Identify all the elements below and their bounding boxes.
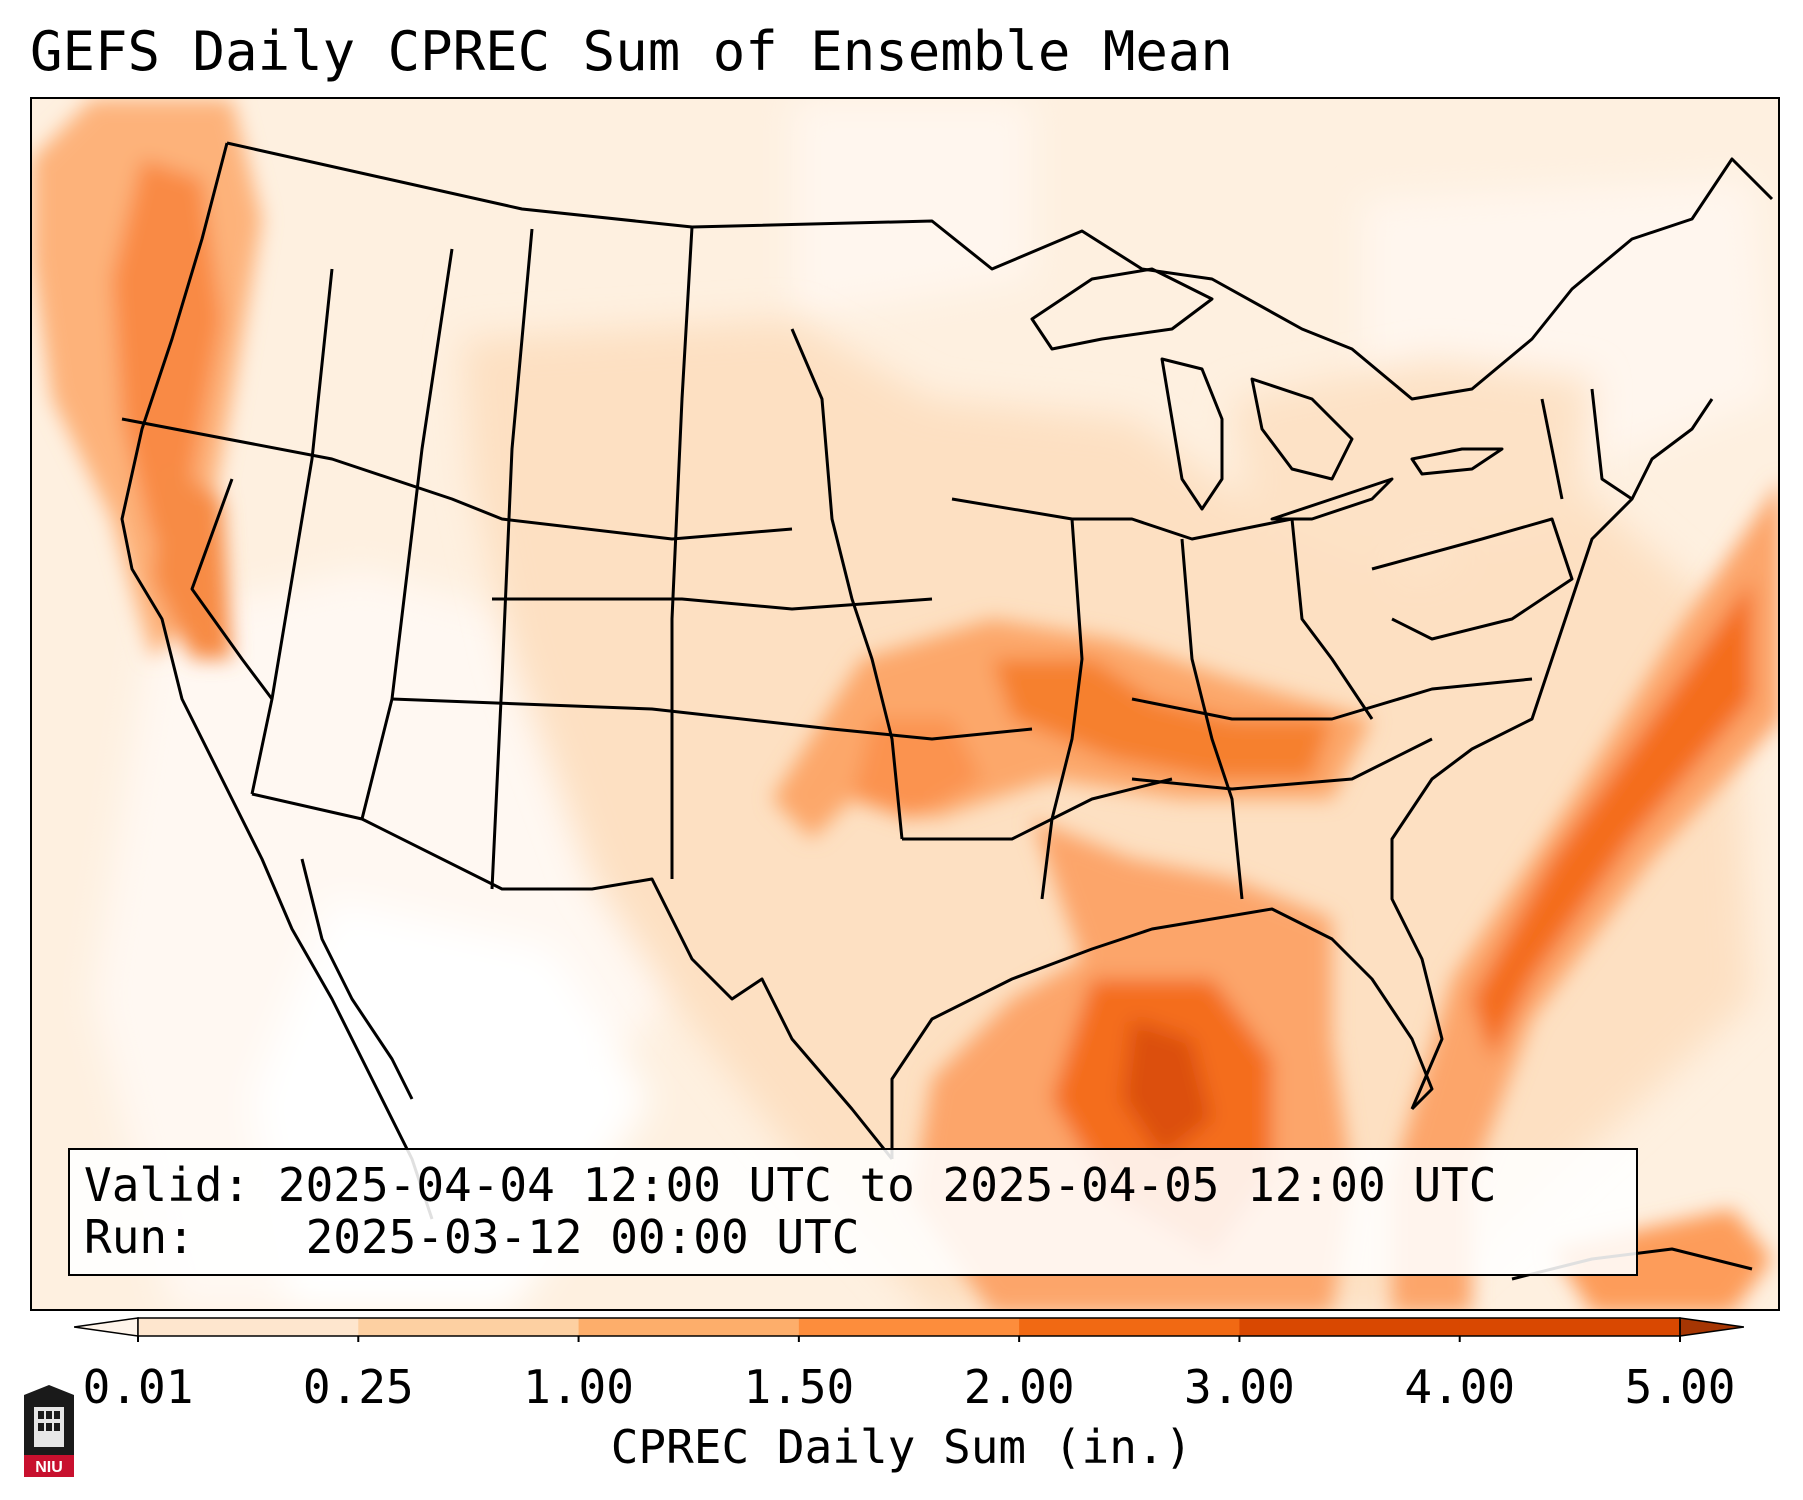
lake-michigan bbox=[1160, 357, 1224, 511]
map-title: GEFS Daily CPREC Sum of Ensemble Mean bbox=[30, 20, 1233, 83]
map-panel: Valid: 2025-04-04 12:00 UTC to 2025-04-0… bbox=[30, 97, 1780, 1311]
colorbar-label: CPREC Daily Sum (in.) bbox=[610, 1420, 1193, 1474]
colorbar-tick-label: 1.00 bbox=[523, 1360, 634, 1414]
us-mexico-border bbox=[251, 792, 894, 1160]
colorbar-tick-label: 4.00 bbox=[1404, 1360, 1516, 1414]
colorbar-extend-high bbox=[1679, 1317, 1744, 1337]
validity-info-box: Valid: 2025-04-04 12:00 UTC to 2025-04-0… bbox=[68, 1148, 1638, 1276]
colorbar-segment bbox=[1459, 1318, 1681, 1336]
precip-field-atlantic bbox=[1392, 484, 1778, 1309]
valid-label: Valid: bbox=[84, 1158, 251, 1212]
lake-superior bbox=[1030, 267, 1214, 351]
precip-field-pnw bbox=[32, 99, 262, 659]
lake-ontario bbox=[1410, 447, 1504, 476]
colorbar-tick-label: 2.00 bbox=[963, 1360, 1075, 1414]
run-label: Run: bbox=[84, 1210, 195, 1264]
east-coast bbox=[1390, 398, 1714, 1110]
colorbar-outline bbox=[137, 1317, 1681, 1337]
colorbar-segment bbox=[1239, 1318, 1461, 1336]
colorbar-segment bbox=[798, 1318, 1020, 1336]
valid-value: 2025-04-04 12:00 UTC to 2025-04-05 12:00… bbox=[277, 1158, 1497, 1212]
colorbar-segment bbox=[138, 1318, 359, 1336]
colorbar-segment bbox=[1019, 1318, 1240, 1336]
colorbar-tick-label: 0.01 bbox=[82, 1360, 194, 1414]
niu-logo: NIU bbox=[24, 1385, 74, 1477]
colorbar-extend-low bbox=[74, 1317, 139, 1337]
colorbar-tick-label: 1.50 bbox=[743, 1360, 855, 1414]
svg-text:NIU: NIU bbox=[35, 1459, 63, 1476]
boundaries bbox=[120, 141, 1774, 1281]
lake-huron bbox=[1250, 377, 1354, 481]
colorbar-segment bbox=[358, 1318, 580, 1336]
run-line: Run: 2025-03-12 00:00 UTC bbox=[84, 1210, 859, 1264]
lake-erie bbox=[1270, 477, 1394, 521]
colorbar-tick-label: 3.00 bbox=[1184, 1360, 1295, 1414]
colorbar-tick-label: 5.00 bbox=[1624, 1360, 1736, 1414]
run-value: 2025-03-12 00:00 UTC bbox=[305, 1210, 860, 1264]
colorbar-segment bbox=[578, 1318, 800, 1336]
west-coast bbox=[120, 142, 434, 1220]
us-canada-border bbox=[226, 141, 1774, 401]
colorbar bbox=[74, 1317, 1744, 1342]
valid-line: Valid: 2025-04-04 12:00 UTC to 2025-04-0… bbox=[84, 1158, 1496, 1212]
precip-map bbox=[32, 99, 1778, 1309]
colorbar-tick-label: 0.25 bbox=[302, 1360, 414, 1414]
gulf-coast bbox=[890, 907, 1434, 1159]
